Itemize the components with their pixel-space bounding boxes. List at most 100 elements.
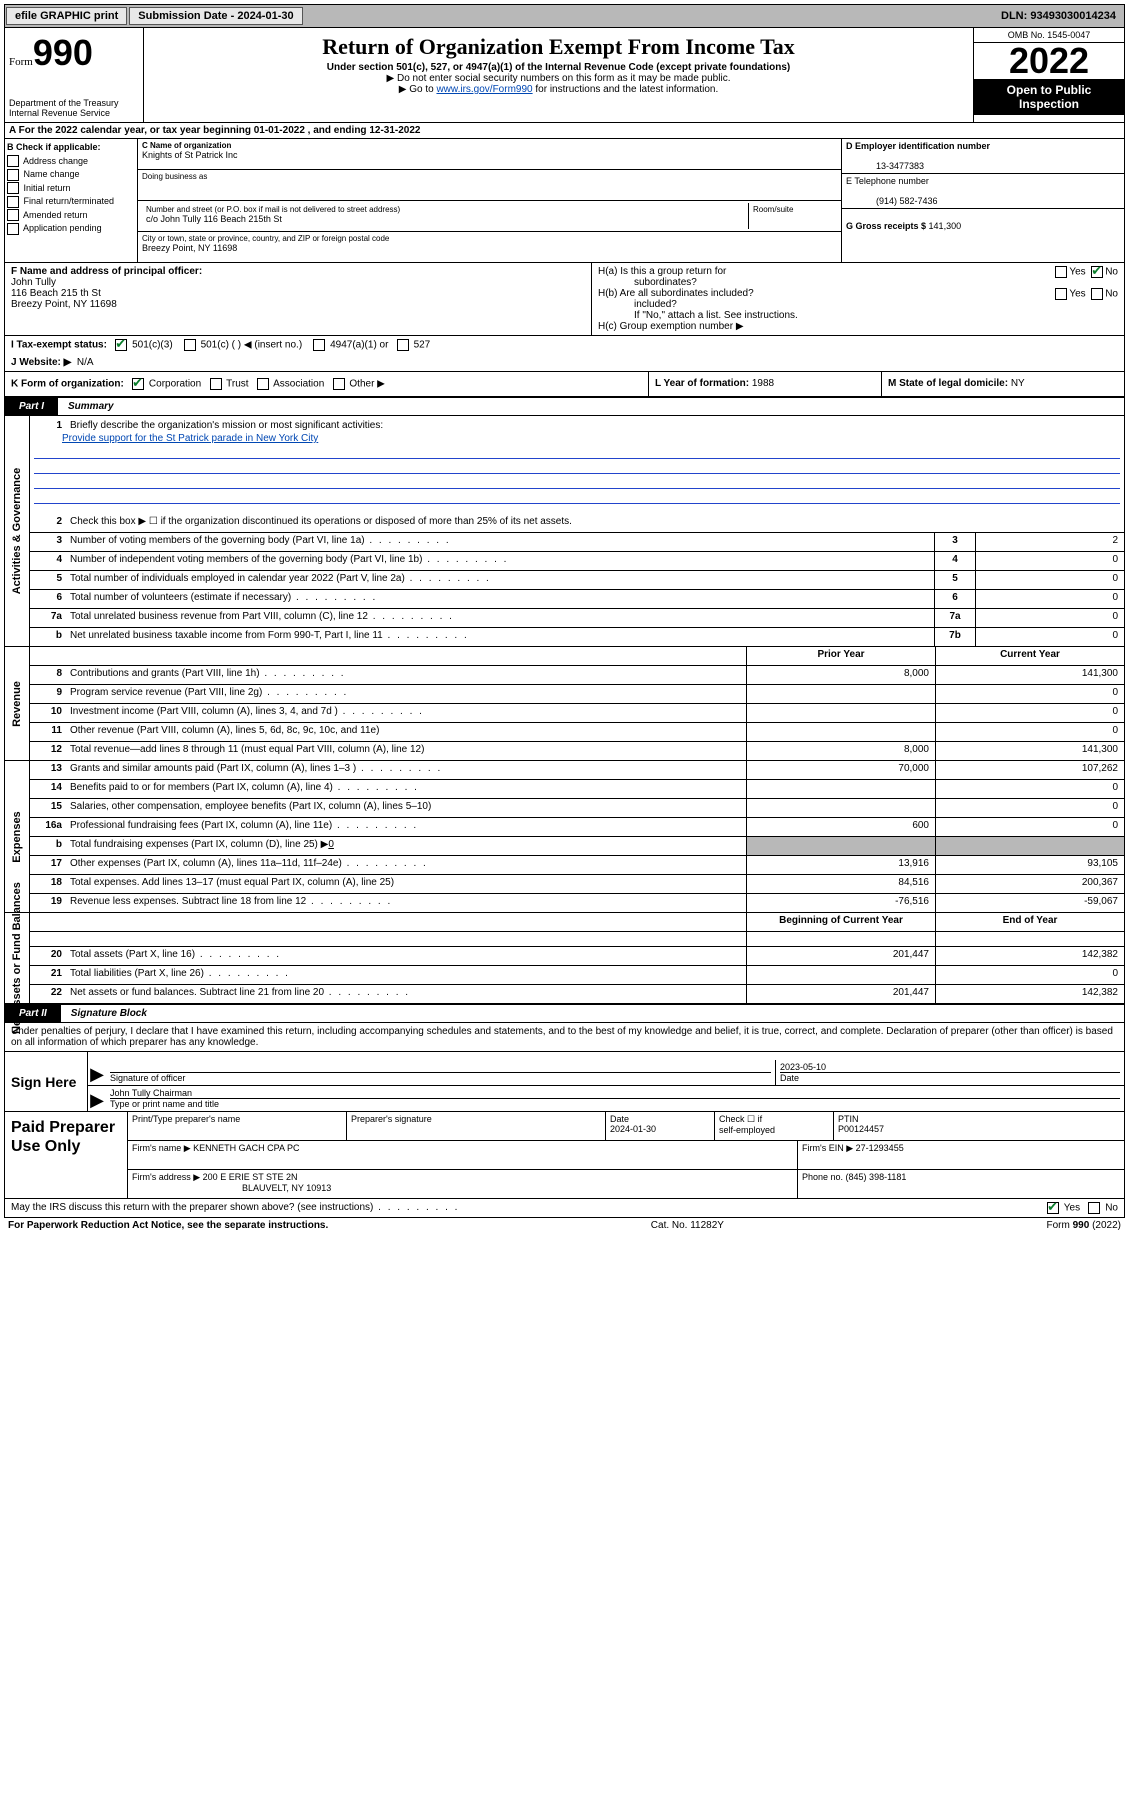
c-dba-label: Doing business as xyxy=(142,172,837,181)
side-net-assets: Net Assets or Fund Balances xyxy=(5,913,30,1003)
l2-desc: Check this box ▶ ☐ if the organization d… xyxy=(66,514,1124,532)
sig-typed-name: John Tully Chairman xyxy=(110,1088,192,1098)
paid-preparer-label: Paid Preparer Use Only xyxy=(5,1112,128,1198)
l16b-desc: Total fundraising expenses (Part IX, col… xyxy=(66,837,746,855)
j-label: J Website: ▶ xyxy=(11,357,71,368)
firm-addr1: 200 E ERIE ST STE 2N xyxy=(203,1172,298,1182)
chk-initial-return[interactable] xyxy=(7,182,19,194)
l11-desc: Other revenue (Part VIII, column (A), li… xyxy=(66,723,746,741)
paid-col1-label: Print/Type preparer's name xyxy=(132,1114,240,1124)
f-label: F Name and address of principal officer: xyxy=(11,266,202,277)
block-i: I Tax-exempt status: 501(c)(3) 501(c) ( … xyxy=(4,336,1125,354)
hb-note: If "No," attach a list. See instructions… xyxy=(598,310,1118,321)
l16a-desc: Professional fundraising fees (Part IX, … xyxy=(66,818,746,836)
end-year-header: End of Year xyxy=(935,913,1124,931)
section-net-assets: Net Assets or Fund Balances Beginning of… xyxy=(4,913,1125,1004)
chk-application-pending[interactable] xyxy=(7,223,19,235)
chk-corporation[interactable] xyxy=(132,378,144,390)
chk-address-change[interactable] xyxy=(7,155,19,167)
l8-current: 141,300 xyxy=(935,666,1124,684)
chk-501c3[interactable] xyxy=(115,339,127,351)
efile-graphic-print-button[interactable]: efile GRAPHIC print xyxy=(6,7,127,25)
l15-desc: Salaries, other compensation, employee b… xyxy=(66,799,746,817)
sig-type-label: Type or print name and title xyxy=(110,1099,219,1109)
chk-trust[interactable] xyxy=(210,378,222,390)
l9-prior xyxy=(746,685,935,703)
header-left: Form990 Department of the Treasury Inter… xyxy=(5,28,144,122)
chk-other[interactable] xyxy=(333,378,345,390)
c-name-label: C Name of organization xyxy=(142,141,837,150)
goto-note: ▶ Go to www.irs.gov/Form990 for instruct… xyxy=(148,84,969,95)
l22-desc: Net assets or fund balances. Subtract li… xyxy=(66,985,746,1003)
m-value: NY xyxy=(1011,378,1025,389)
l15-prior xyxy=(746,799,935,817)
l6-val: 0 xyxy=(975,590,1124,608)
row-a-tax-year: A For the 2022 calendar year, or tax yea… xyxy=(4,123,1125,139)
col-c: C Name of organization Knights of St Pat… xyxy=(138,139,842,262)
sig-arrow-icon-2: ▶ xyxy=(88,1090,106,1111)
may-irs-discuss: May the IRS discuss this return with the… xyxy=(4,1199,1125,1218)
l14-prior xyxy=(746,780,935,798)
hb-label: H(b) Are all subordinates included? xyxy=(598,288,754,299)
l1-mission-link[interactable]: Provide support for the St Patrick parad… xyxy=(62,433,318,444)
firm-ein-label: Firm's EIN ▶ xyxy=(802,1143,853,1153)
ha-yes[interactable] xyxy=(1055,266,1067,278)
chk-final-return[interactable] xyxy=(7,196,19,208)
sig-arrow-icon: ▶ xyxy=(88,1064,106,1085)
part1-tab: Part I xyxy=(5,398,58,415)
firm-addr-label: Firm's address ▶ xyxy=(132,1172,200,1182)
c-street-value: c/o John Tully 116 Beach 215th St xyxy=(146,214,744,224)
prior-year-header: Prior Year xyxy=(746,647,935,665)
submission-date-button[interactable]: Submission Date - 2024-01-30 xyxy=(129,7,302,25)
dept-irs: Internal Revenue Service xyxy=(9,108,139,118)
header-right: OMB No. 1545-0047 2022 Open to PublicIns… xyxy=(973,28,1124,122)
chk-4947[interactable] xyxy=(313,339,325,351)
l15-current: 0 xyxy=(935,799,1124,817)
c-room-label: Room/suite xyxy=(753,205,833,214)
ha-no[interactable] xyxy=(1091,266,1103,278)
firm-name-value: KENNETH GACH CPA PC xyxy=(193,1143,299,1153)
l8-prior: 8,000 xyxy=(746,666,935,684)
l10-prior xyxy=(746,704,935,722)
side-governance: Activities & Governance xyxy=(5,416,30,646)
chk-amended-return[interactable] xyxy=(7,209,19,221)
irs-form990-link[interactable]: www.irs.gov/Form990 xyxy=(436,84,532,95)
l19-desc: Revenue less expenses. Subtract line 18 … xyxy=(66,894,746,912)
chk-527[interactable] xyxy=(397,339,409,351)
signature-block: Under penalties of perjury, I declare th… xyxy=(4,1023,1125,1112)
may-irs-yes[interactable] xyxy=(1047,1202,1059,1214)
perjury-declaration: Under penalties of perjury, I declare th… xyxy=(5,1023,1124,1051)
l11-current: 0 xyxy=(935,723,1124,741)
part1-header: Part I Summary xyxy=(4,397,1125,416)
section-governance: Activities & Governance 1Briefly describ… xyxy=(4,416,1125,647)
l9-current: 0 xyxy=(935,685,1124,703)
l12-current: 141,300 xyxy=(935,742,1124,760)
l18-desc: Total expenses. Add lines 13–17 (must eq… xyxy=(66,875,746,893)
e-label: E Telephone number xyxy=(846,176,929,186)
l3-desc: Number of voting members of the governin… xyxy=(66,533,934,551)
chk-501c[interactable] xyxy=(184,339,196,351)
tax-year: 2022 xyxy=(974,43,1124,79)
firm-addr2: BLAUVELT, NY 10913 xyxy=(132,1183,793,1193)
l22-prior: 201,447 xyxy=(746,985,935,1003)
sig-date-label: Date xyxy=(780,1073,799,1083)
may-irs-no[interactable] xyxy=(1088,1202,1100,1214)
l18-prior: 84,516 xyxy=(746,875,935,893)
chk-name-change[interactable] xyxy=(7,169,19,181)
paid-col3-label: Date xyxy=(610,1114,629,1124)
submission-date-label: Submission Date - xyxy=(138,10,237,22)
phone-value: (845) 398-1181 xyxy=(846,1172,907,1182)
hc-label: H(c) Group exemption number ▶ xyxy=(598,321,1118,332)
b-header: B Check if applicable: xyxy=(7,142,101,152)
dln: DLN: 93493030014234 xyxy=(993,10,1124,22)
l20-current: 142,382 xyxy=(935,947,1124,965)
paid-col3-val: 2024-01-30 xyxy=(610,1124,656,1134)
hb-yes[interactable] xyxy=(1055,288,1067,300)
submission-date-value: 2024-01-30 xyxy=(237,10,293,22)
hb-no[interactable] xyxy=(1091,288,1103,300)
c-name-value: Knights of St Patrick Inc xyxy=(142,150,837,160)
l8-desc: Contributions and grants (Part VIII, lin… xyxy=(66,666,746,684)
l16a-prior: 600 xyxy=(746,818,935,836)
chk-association[interactable] xyxy=(257,378,269,390)
begin-year-header: Beginning of Current Year xyxy=(746,913,935,931)
